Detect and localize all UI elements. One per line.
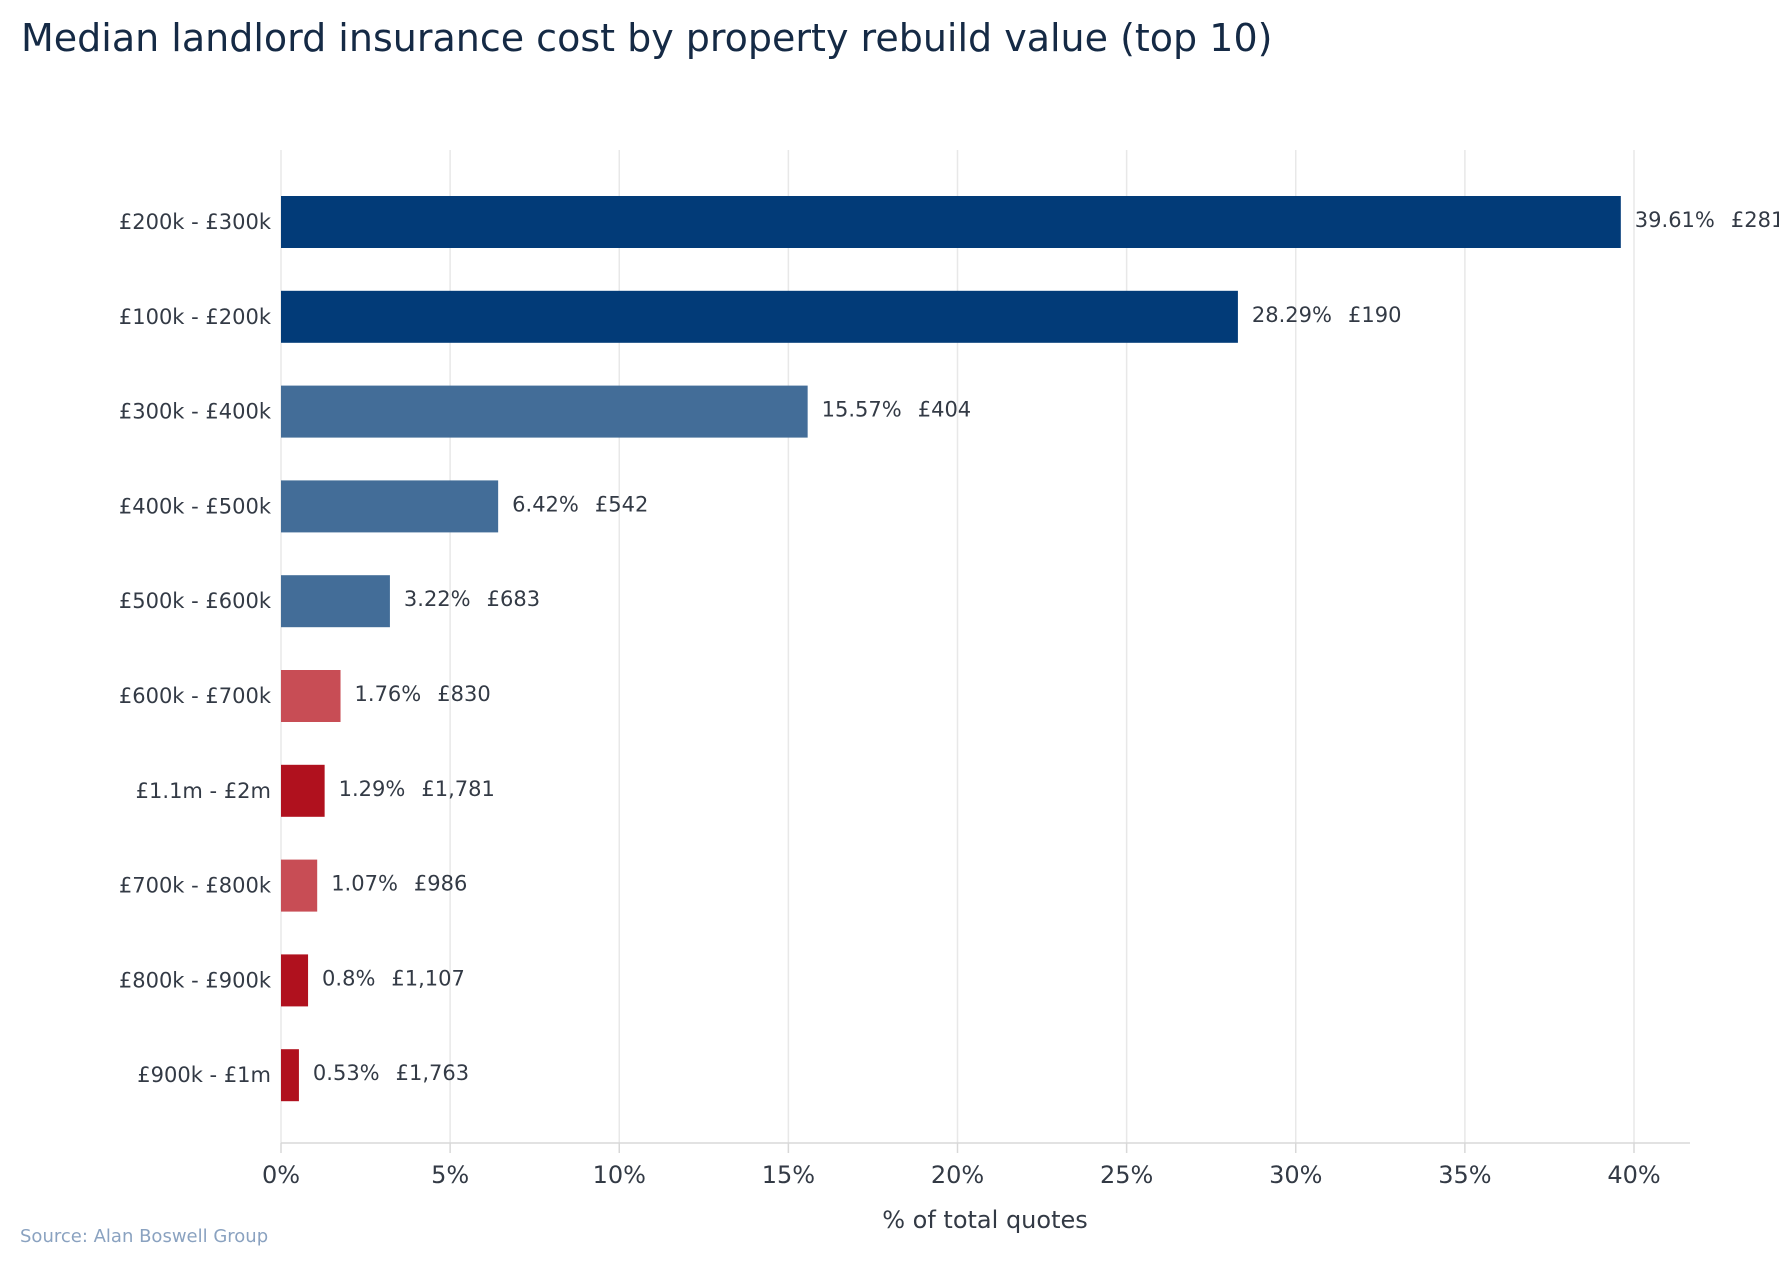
- category-label: £700k - £800k: [119, 874, 272, 898]
- category-label: £900k - £1m: [137, 1063, 271, 1087]
- median-cost-label: £542: [595, 492, 648, 516]
- bar: [281, 764, 325, 817]
- bar: [281, 290, 1238, 343]
- value-label: 3.22%: [404, 587, 471, 611]
- value-label: 39.61%: [1635, 208, 1715, 232]
- x-tick-label: 15%: [762, 1161, 815, 1189]
- x-tick-label: 25%: [1100, 1161, 1153, 1189]
- category-label: £800k - £900k: [119, 968, 272, 992]
- category-label: £1.1m - £2m: [136, 779, 271, 803]
- x-tick-label: 10%: [593, 1161, 646, 1189]
- median-cost-label: £1,781: [421, 777, 494, 801]
- bar: [281, 196, 1621, 248]
- category-label: £400k - £500k: [119, 494, 272, 518]
- labels: 0% 5% 10% 15% 20% 25% 30% 35% 40% % of total quot…: [119, 208, 1779, 1234]
- bar: [281, 859, 318, 912]
- category-label: £200k - £300k: [119, 210, 272, 234]
- bar: [281, 575, 390, 628]
- bar: [281, 670, 341, 722]
- x-tick-label: 0%: [262, 1161, 300, 1189]
- category-label: £500k - £600k: [119, 589, 272, 613]
- category-label: £300k - £400k: [119, 400, 272, 424]
- source-note: Source: Alan Boswell Group: [20, 1226, 269, 1247]
- median-cost-label: £1,763: [396, 1061, 469, 1085]
- value-label: 0.53%: [313, 1061, 380, 1085]
- value-label: 6.42%: [512, 492, 579, 516]
- median-cost-label: £830: [437, 682, 490, 706]
- x-tick-label: 30%: [1269, 1161, 1322, 1189]
- bars: [281, 196, 1621, 1102]
- median-cost-label: £281: [1731, 208, 1779, 232]
- value-label: 1.76%: [355, 682, 422, 706]
- value-label: 15.57%: [822, 398, 902, 422]
- median-cost-label: £404: [918, 398, 971, 422]
- median-cost-label: £1,107: [391, 966, 464, 990]
- x-tick-label: 40%: [1607, 1161, 1660, 1189]
- x-tick-label: 35%: [1438, 1161, 1491, 1189]
- bar: [281, 954, 309, 1007]
- bar: [281, 1049, 299, 1102]
- category-label: £600k - £700k: [119, 684, 272, 708]
- x-axis-title: % of total quotes: [882, 1206, 1088, 1234]
- chart-title: Median landlord insurance cost by proper…: [21, 16, 1273, 60]
- median-cost-label: £190: [1348, 303, 1401, 327]
- value-label: 0.8%: [322, 966, 375, 990]
- bar: [281, 385, 808, 438]
- x-tick-label: 20%: [931, 1161, 984, 1189]
- value-label: 1.29%: [339, 777, 406, 801]
- x-tick-label: 5%: [431, 1161, 469, 1189]
- value-label: 1.07%: [331, 872, 398, 896]
- value-label: 28.29%: [1252, 303, 1332, 327]
- median-cost-label: £986: [414, 872, 467, 896]
- bar: [281, 480, 499, 533]
- median-cost-label: £683: [487, 587, 540, 611]
- category-label: £100k - £200k: [119, 305, 272, 329]
